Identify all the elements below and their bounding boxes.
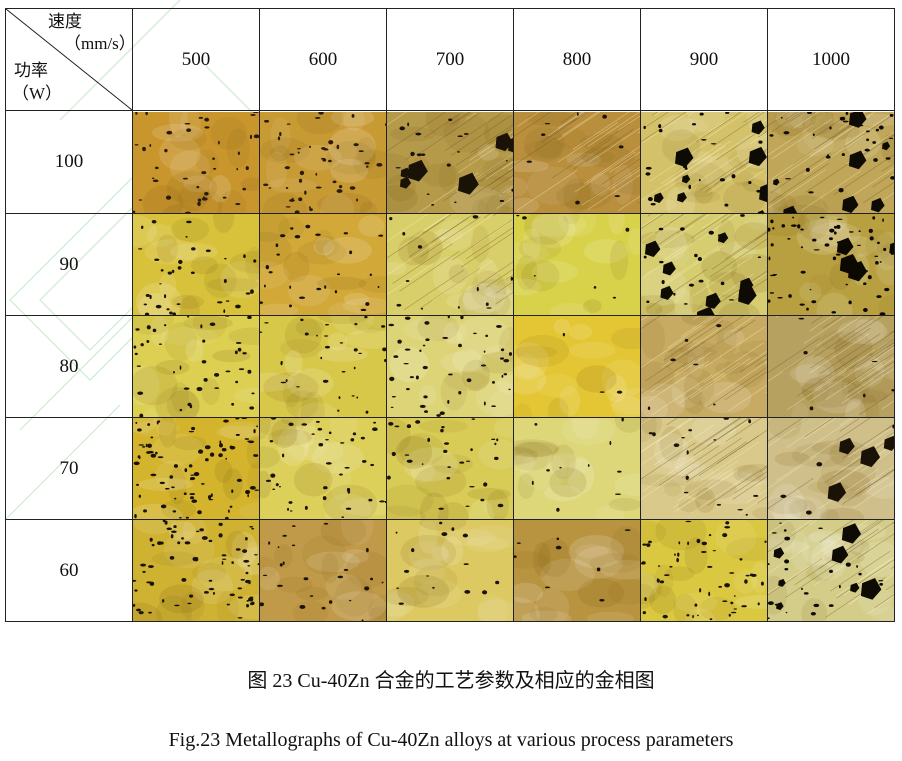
power-row: 60	[5, 519, 895, 622]
micrograph-cell	[259, 417, 387, 520]
micrograph-image	[641, 214, 767, 315]
speed-header-800: 800	[513, 8, 641, 111]
micrograph-image	[387, 214, 513, 315]
power-row: 90	[5, 213, 895, 316]
micrograph-cell	[513, 315, 641, 418]
micrograph-cell	[640, 213, 768, 316]
micrograph-cell	[259, 213, 387, 316]
micrograph-cell	[513, 110, 641, 214]
micrograph-cell	[767, 417, 895, 520]
speed-header-500: 500	[132, 8, 260, 111]
micrograph-cell	[132, 417, 260, 520]
power-header-80: 80	[5, 315, 133, 418]
micrograph-cell	[132, 519, 260, 622]
power-header-60: 60	[5, 519, 133, 622]
micrograph-cell	[767, 519, 895, 622]
micrograph-image	[514, 418, 640, 519]
speed-unit: （mm/s）	[64, 34, 133, 53]
micrograph-cell	[386, 110, 514, 214]
figure-caption-english: Fig.23 Metallographs of Cu-40Zn alloys a…	[168, 729, 734, 751]
micrograph-image	[641, 111, 767, 213]
micrograph-image	[133, 316, 259, 417]
micrograph-cell	[259, 110, 387, 214]
micrograph-image	[387, 111, 513, 213]
micrograph-image	[768, 316, 894, 417]
micrograph-image	[768, 111, 894, 213]
power-row: 100	[5, 110, 895, 214]
micrograph-image	[514, 111, 640, 213]
power-header-100: 100	[5, 110, 133, 214]
micrograph-cell	[386, 519, 514, 622]
micrograph-image	[768, 214, 894, 315]
speed-header-600: 600	[259, 8, 387, 111]
micrograph-cell	[386, 315, 514, 418]
power-unit: （W）	[12, 84, 63, 103]
micrograph-cell	[640, 315, 768, 418]
micrograph-image	[768, 520, 894, 621]
micrograph-cell	[386, 417, 514, 520]
micrograph-cell	[513, 519, 641, 622]
micrograph-image	[387, 418, 513, 519]
micrograph-image	[260, 520, 386, 621]
micrograph-image	[387, 316, 513, 417]
metallograph-table: 速度 （mm/s） 功率 （W） 500 600 700 800 900 100…	[5, 8, 895, 622]
speed-header-1000: 1000	[767, 8, 895, 111]
figure-caption-chinese: 图 23 Cu-40Zn 合金的工艺参数及相应的金相图	[247, 670, 655, 692]
micrograph-cell	[640, 110, 768, 214]
diagonal-divider	[6, 9, 132, 110]
micrograph-image	[260, 418, 386, 519]
micrograph-image	[641, 520, 767, 621]
micrograph-image	[133, 111, 259, 213]
micrograph-cell	[132, 213, 260, 316]
micrograph-image	[133, 520, 259, 621]
power-header-90: 90	[5, 213, 133, 316]
micrograph-cell	[513, 417, 641, 520]
speed-header-700: 700	[386, 8, 514, 111]
micrograph-cell	[132, 110, 260, 214]
micrograph-image	[514, 316, 640, 417]
micrograph-image	[133, 418, 259, 519]
micrograph-image	[514, 520, 640, 621]
power-row: 70	[5, 417, 895, 520]
micrograph-cell	[259, 315, 387, 418]
micrograph-image	[260, 316, 386, 417]
micrograph-cell	[259, 519, 387, 622]
micrograph-cell	[513, 213, 641, 316]
micrograph-cell	[640, 519, 768, 622]
speed-label: 速度	[48, 12, 82, 31]
micrograph-cell	[132, 315, 260, 418]
micrograph-cell	[767, 315, 895, 418]
header-row: 速度 （mm/s） 功率 （W） 500 600 700 800 900 100…	[5, 8, 895, 111]
power-row: 80	[5, 315, 895, 418]
micrograph-image	[641, 316, 767, 417]
power-label: 功率	[14, 61, 48, 80]
micrograph-cell	[640, 417, 768, 520]
micrograph-image	[260, 111, 386, 213]
micrograph-image	[133, 214, 259, 315]
micrograph-cell	[767, 110, 895, 214]
micrograph-image	[387, 520, 513, 621]
speed-header-900: 900	[640, 8, 768, 111]
micrograph-image	[514, 214, 640, 315]
corner-header-cell: 速度 （mm/s） 功率 （W）	[5, 8, 133, 111]
micrograph-cell	[767, 213, 895, 316]
micrograph-image	[260, 214, 386, 315]
micrograph-image	[641, 418, 767, 519]
micrograph-cell	[386, 213, 514, 316]
power-header-70: 70	[5, 417, 133, 520]
micrograph-image	[768, 418, 894, 519]
